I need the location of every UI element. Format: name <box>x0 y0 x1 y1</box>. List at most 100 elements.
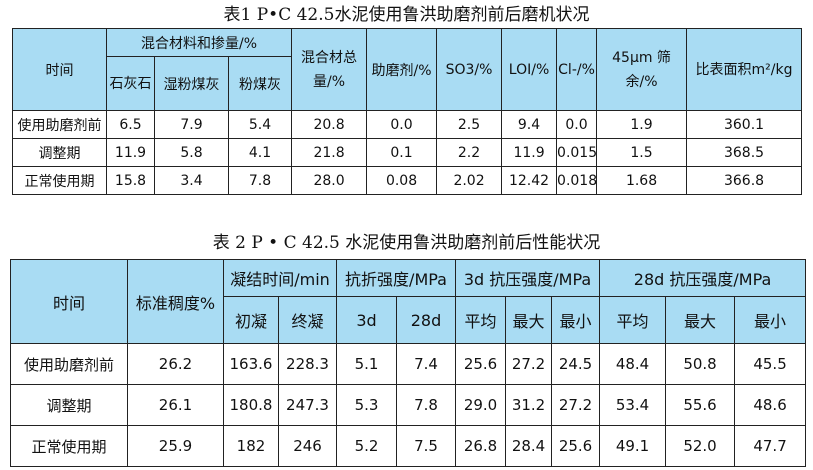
header-3d-max: 最大 <box>505 296 553 344</box>
header-setting-time: 凝结时间/min <box>222 259 338 297</box>
header-flexural-28d: 28d <box>396 296 457 344</box>
table1-cell: 2.2 <box>436 138 503 167</box>
table1-cell: 1.9 <box>596 110 688 139</box>
header-cl: Cl-/% <box>556 28 598 111</box>
header-standard-consistency: 标准稠度% <box>127 259 224 344</box>
table2-cell: 24.5 <box>551 343 601 385</box>
header-wet-coal-ash: 湿粉煤灰 <box>154 56 229 111</box>
header-grinding-aid: 助磨剂/% <box>366 28 438 111</box>
header-limestone: 石灰石 <box>106 56 155 111</box>
table-row: 调整期 26.1 180.8 247.3 5.3 7.8 29.0 31.2 2… <box>10 384 807 426</box>
header-3d-compressive: 3d 抗压强度/MPa <box>455 259 601 297</box>
table1-cell: 360.1 <box>686 110 803 139</box>
table2-cell: 247.3 <box>277 384 338 426</box>
table2-cell: 53.4 <box>599 384 667 426</box>
table1-cell: 0.018 <box>556 166 598 195</box>
table2-cell: 7.5 <box>396 425 457 467</box>
table2-cell: 50.8 <box>665 343 736 385</box>
header-coal-ash: 粉煤灰 <box>227 56 293 111</box>
table2-cell: 27.2 <box>505 343 553 385</box>
table2-cell: 48.4 <box>599 343 667 385</box>
header-time: 时间 <box>10 259 128 344</box>
header-time: 时间 <box>12 28 107 111</box>
header-3d-min: 最小 <box>551 296 601 344</box>
table2-caption: 表 2 P • C 42.5 水泥使用鲁洪助磨剂前后性能状况 <box>212 233 601 253</box>
table2-cell: 25.6 <box>455 343 507 385</box>
table2-cell: 26.8 <box>455 425 507 467</box>
table1-cell: 0.08 <box>366 166 438 195</box>
table-row: 使用助磨剂前 6.5 7.9 5.4 20.8 0.0 2.5 9.4 0.0 … <box>12 110 803 139</box>
table-row: 调整期 11.9 5.8 4.1 21.8 0.1 2.2 11.9 0.015… <box>12 138 803 167</box>
table2-cell: 47.7 <box>734 425 807 467</box>
table1-cell: 28.0 <box>291 166 368 195</box>
table1-cell: 12.42 <box>501 166 558 195</box>
header-flexural-3d: 3d <box>336 296 398 344</box>
table2-cell: 49.1 <box>599 425 667 467</box>
table1-cell: 368.5 <box>686 138 803 167</box>
header-specific-surface: 比表面积m²/kg <box>686 28 803 111</box>
header-28d-max: 最大 <box>665 296 736 344</box>
table1-cell: 0.1 <box>366 138 438 167</box>
table1-caption: 表1 P•C 42.5水泥使用鲁洪助磨剂前后磨机状况 <box>223 5 590 25</box>
table2-cell: 7.4 <box>396 343 457 385</box>
table2-cell: 27.2 <box>551 384 601 426</box>
table2-cell: 55.6 <box>665 384 736 426</box>
table2-cell: 52.0 <box>665 425 736 467</box>
table1-cell: 正常使用期 <box>12 166 107 195</box>
table2-cell: 5.1 <box>336 343 398 385</box>
table1-cell: 7.9 <box>154 110 229 139</box>
table-row: 使用助磨剂前 26.2 163.6 228.3 5.1 7.4 25.6 27.… <box>10 343 807 385</box>
table1-cell: 5.4 <box>227 110 293 139</box>
table2-cell: 29.0 <box>455 384 507 426</box>
table2-cell: 246 <box>277 425 338 467</box>
table2-cell: 26.1 <box>127 384 224 426</box>
table1-cell: 调整期 <box>12 138 107 167</box>
header-28d-avg: 平均 <box>599 296 667 344</box>
header-3d-avg: 平均 <box>455 296 507 344</box>
table2-cell: 48.6 <box>734 384 807 426</box>
table2-cell: 228.3 <box>277 343 338 385</box>
table2-cell: 45.5 <box>734 343 807 385</box>
table1-cell: 366.8 <box>686 166 803 195</box>
table1-cell: 0.0 <box>366 110 438 139</box>
table2-cell: 182 <box>223 425 279 467</box>
table-row: 正常使用期 25.9 182 246 5.2 7.5 26.8 28.4 25.… <box>10 425 807 467</box>
table1-cell: 15.8 <box>106 166 155 195</box>
header-mix-materials: 混合材料和掺量/% <box>105 28 293 57</box>
header-loi: LOI/% <box>501 28 558 111</box>
table1-cell: 2.5 <box>436 110 503 139</box>
table1-cell: 0.0 <box>556 110 598 139</box>
header-flexural-strength: 抗折强度/MPa <box>336 259 457 297</box>
table2-cell: 正常使用期 <box>10 425 128 467</box>
table2-performance: 时间 标准稠度% 凝结时间/min 抗折强度/MPa 3d 抗压强度/MPa 2… <box>10 259 807 467</box>
table2-cell: 25.9 <box>127 425 224 467</box>
table1-cell: 2.02 <box>436 166 503 195</box>
table1-cell: 9.4 <box>501 110 558 139</box>
table1-cell: 6.5 <box>106 110 155 139</box>
table2-cell: 26.2 <box>127 343 224 385</box>
table2-cell: 7.8 <box>396 384 457 426</box>
header-final-set: 终凝 <box>277 296 338 344</box>
table1-cell: 1.5 <box>596 138 688 167</box>
table2-cell: 调整期 <box>10 384 128 426</box>
table1-cell: 4.1 <box>227 138 293 167</box>
table2-cell: 5.2 <box>336 425 398 467</box>
table2-cell: 使用助磨剂前 <box>10 343 128 385</box>
header-mix-total: 混合材总量/% <box>291 28 368 111</box>
table1-cell: 20.8 <box>291 110 368 139</box>
table1-cell: 使用助磨剂前 <box>12 110 107 139</box>
header-so3: SO3/% <box>436 28 503 111</box>
table2-cell: 25.6 <box>551 425 601 467</box>
table1-cell: 11.9 <box>106 138 155 167</box>
table1-cell: 21.8 <box>291 138 368 167</box>
table2-cell: 180.8 <box>223 384 279 426</box>
header-sieve-residue: 45μm 筛余/% <box>596 28 688 111</box>
table1-mill-status: 时间 混合材料和掺量/% 混合材总量/% 助磨剂/% SO3/% LOI/% C… <box>12 28 803 195</box>
table1-cell: 0.015 <box>556 138 598 167</box>
table1-cell: 11.9 <box>501 138 558 167</box>
table2-cell: 5.3 <box>336 384 398 426</box>
table2-cell: 31.2 <box>505 384 553 426</box>
table2-cell: 163.6 <box>223 343 279 385</box>
table1-cell: 5.8 <box>154 138 229 167</box>
header-28d-compressive: 28d 抗压强度/MPa <box>599 259 807 297</box>
